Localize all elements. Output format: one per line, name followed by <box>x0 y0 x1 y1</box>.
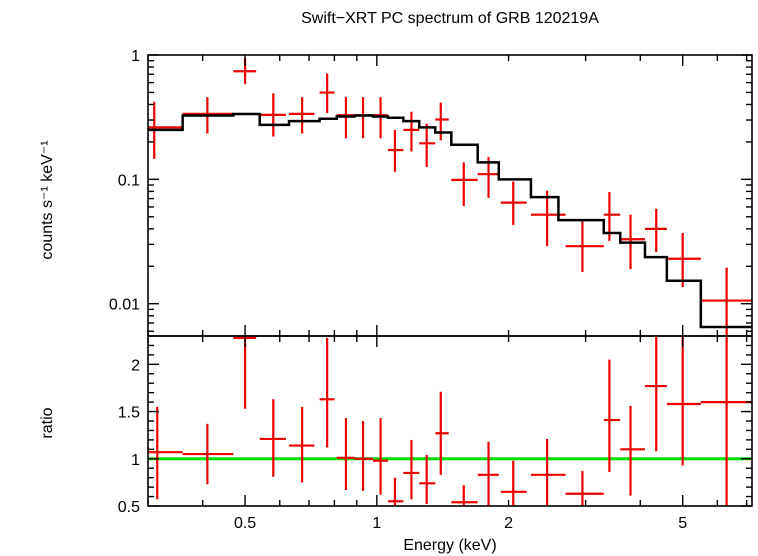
data-point-10 <box>403 111 420 152</box>
ratio-point-3 <box>259 399 286 477</box>
ratio-point-4 <box>289 406 315 483</box>
data-point-3 <box>259 93 286 137</box>
ratio-point-12 <box>435 391 449 475</box>
x-tick-labels: 0.5 1 2 5 <box>234 515 687 532</box>
spectrum-y-tick-label: 0.1 <box>118 172 140 189</box>
data-point-9 <box>387 129 404 172</box>
data-point-22 <box>700 267 752 336</box>
spectrum-x-ticks <box>147 55 748 336</box>
ratio-plot-area <box>148 336 752 506</box>
ratio-point-22 <box>700 336 752 506</box>
ratio-point-0 <box>148 406 183 500</box>
model-step-line <box>148 112 752 329</box>
chart-title: Swift−XRT PC spectrum of GRB 120219A <box>301 10 599 27</box>
data-point-17 <box>565 221 604 272</box>
ratio-point-14 <box>477 441 499 506</box>
spectrum-y-axis-label: counts s⁻¹ keV⁻¹ <box>39 140 56 259</box>
ratio-y-tick-label: 2 <box>131 357 140 374</box>
data-point-12 <box>435 102 449 141</box>
x-axis-label: Energy (keV) <box>403 537 496 554</box>
data-point-4 <box>289 97 315 134</box>
data-point-21 <box>666 233 701 288</box>
ratio-point-1 <box>182 423 234 485</box>
spectrum-plot-area <box>148 58 752 336</box>
data-point-16 <box>530 190 566 247</box>
ratio-point-18 <box>603 359 621 472</box>
ratio-point-10 <box>403 439 420 500</box>
ratio-point-16 <box>530 438 566 506</box>
ratio-y-tick-label: 1.5 <box>118 405 140 422</box>
ratio-y-tick-label: 1 <box>131 452 140 469</box>
ratio-point-5 <box>319 337 335 448</box>
ratio-point-17 <box>565 471 604 506</box>
ratio-point-9 <box>387 477 404 506</box>
spectrum-y-ticks: 1 0.1 0.01 <box>109 48 752 333</box>
data-point-14 <box>477 157 499 198</box>
x-tick-label: 0.5 <box>234 515 256 532</box>
ratio-point-8 <box>372 418 388 495</box>
x-tick-label: 1 <box>372 515 381 532</box>
data-point-5 <box>319 73 335 113</box>
ratio-point-11 <box>419 455 436 505</box>
ratio-y-tick-label: 0.5 <box>118 499 140 516</box>
spectrum-y-tick-label: 1 <box>131 48 140 65</box>
ratio-point-7 <box>354 421 373 491</box>
data-point-13 <box>451 162 478 207</box>
ratio-point-20 <box>644 336 667 452</box>
ratio-point-15 <box>500 460 527 506</box>
ratio-y-ticks: 0.5 1 1.5 2 <box>118 335 752 516</box>
spectrum-y-tick-label: 0.01 <box>109 297 140 314</box>
data-point-20 <box>644 208 667 253</box>
ratio-point-6 <box>336 418 355 490</box>
x-tick-label: 2 <box>504 515 513 532</box>
ratio-point-13 <box>451 485 478 506</box>
ratio-point-19 <box>620 405 645 496</box>
ratio-y-axis-label: ratio <box>39 407 56 438</box>
ratio-x-ticks <box>147 336 748 506</box>
x-tick-label: 5 <box>678 515 687 532</box>
data-point-11 <box>419 123 436 167</box>
ratio-point-21 <box>666 336 701 466</box>
plot-layer: 1 0.1 0.01 0.5 1 1.5 2 0.5 1 2 5 <box>109 48 753 532</box>
data-point-15 <box>500 181 527 225</box>
